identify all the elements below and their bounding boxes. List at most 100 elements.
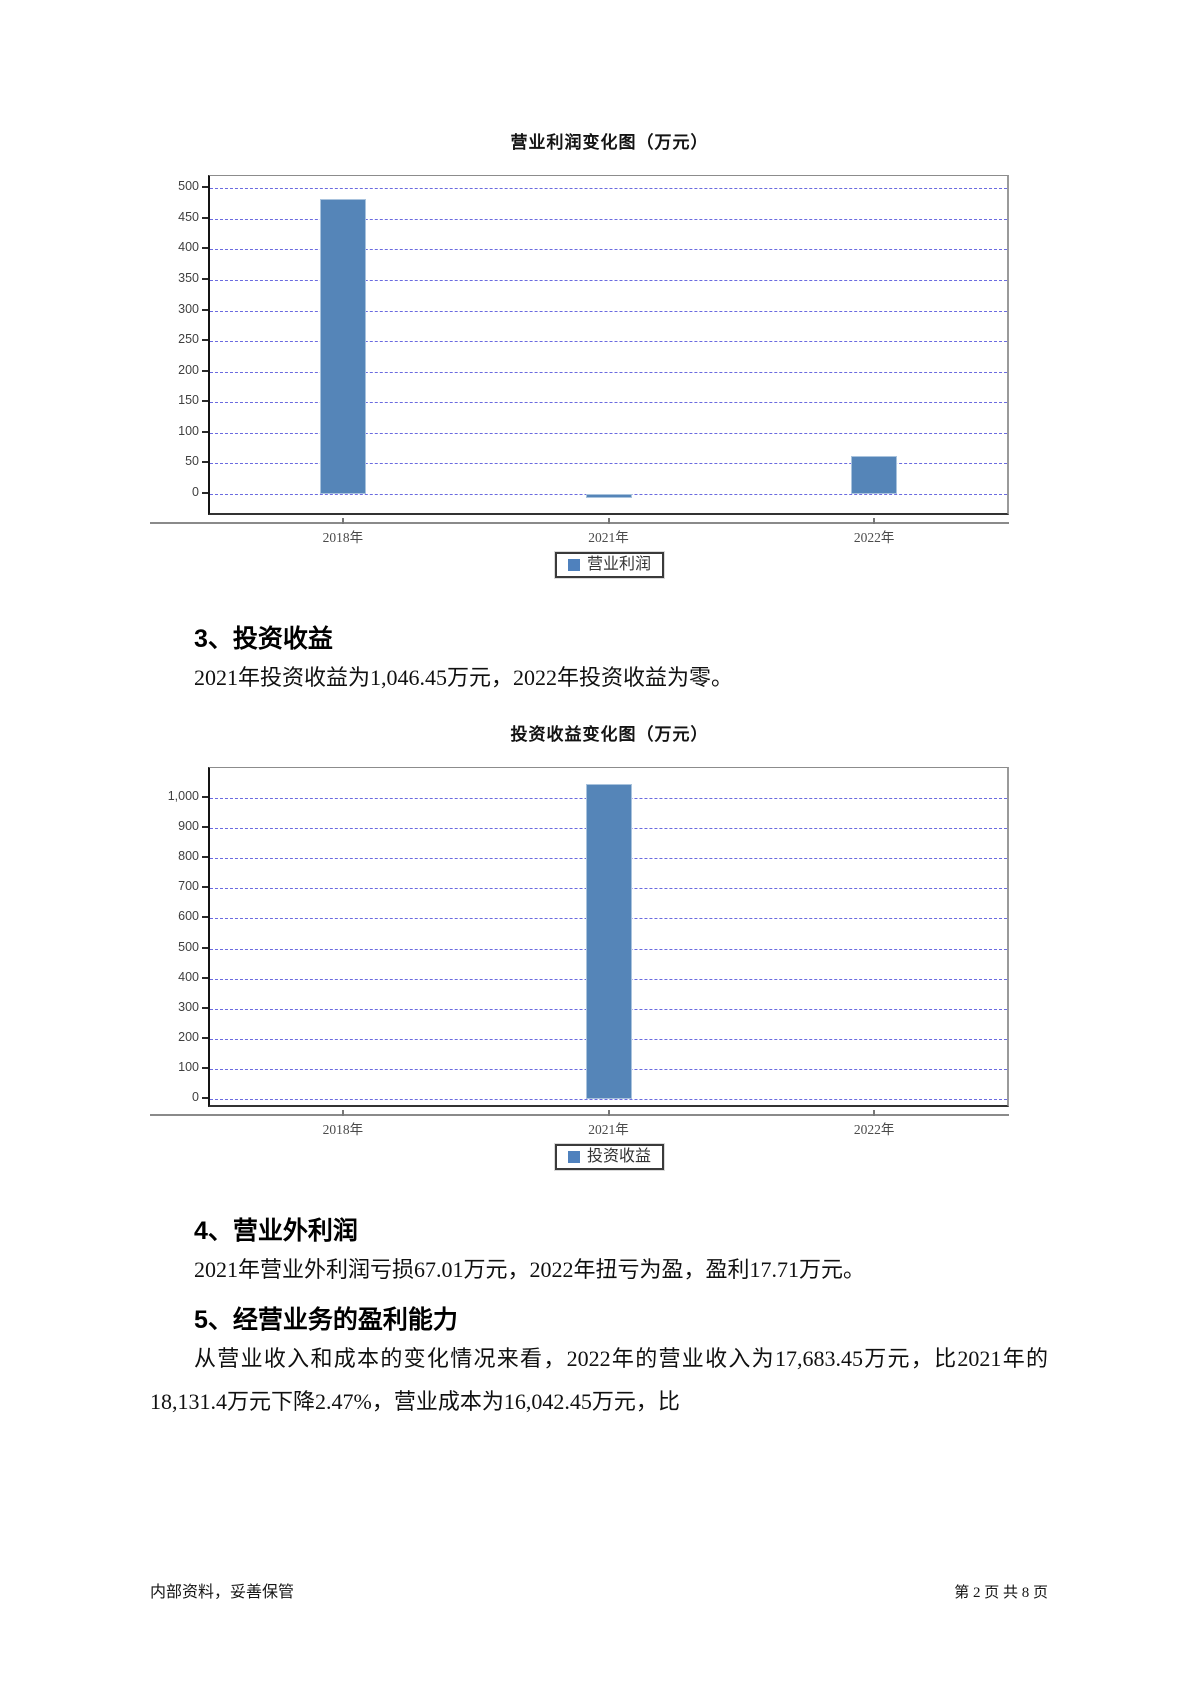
gridline — [210, 432, 1007, 434]
legend-row: 营业利润 — [150, 552, 1009, 578]
bar-2021年 — [585, 784, 632, 1099]
operating-profit-chart: 营业利润变化图（万元） 0 50 100 150 200 250 300 350 400 450 5… — [150, 132, 1009, 578]
y-tick-mark — [202, 369, 208, 372]
y-tick-label: 150 — [178, 393, 199, 408]
x-axis-line — [150, 518, 1009, 524]
y-tick-mark — [202, 826, 208, 829]
plot-row: 0 50 100 150 200 250 300 350 400 450 500 — [150, 175, 1009, 515]
legend-label: 营业利润 — [586, 556, 651, 573]
y-tick-label: 400 — [178, 969, 199, 984]
y-tick-mark — [202, 308, 208, 311]
legend-swatch-icon — [567, 559, 580, 571]
y-tick-label: 500 — [178, 179, 199, 194]
footer-page-number: 第 2 页 共 8 页 — [954, 1585, 1048, 1601]
x-axis-labels: 2018年 2021年 2022年 — [210, 1116, 1009, 1138]
plot-row: 0 100 200 300 400 500 600 700 800 900 1,000 — [150, 767, 1009, 1107]
y-axis: 0 50 100 150 200 250 300 350 400 450 500 — [150, 175, 208, 515]
legend-row: 投资收益 — [150, 1144, 1009, 1170]
section-heading-4: 4、营业外利润 — [194, 1217, 358, 1245]
page-footer: 内部资料，妥善保管 第 2 页 共 8 页 — [150, 1578, 1048, 1602]
y-tick-label: 1,000 — [167, 789, 199, 804]
chart-title: 投资收益变化图（万元） — [510, 725, 709, 744]
x-axis-labels: 2018年 2021年 2022年 — [210, 524, 1009, 546]
y-tick-label: 900 — [178, 819, 199, 834]
y-tick-mark — [202, 1036, 208, 1039]
investment-income-chart: 投资收益变化图（万元） 0 100 200 300 400 500 600 700 800 900… — [150, 724, 1009, 1170]
bar-2018年 — [319, 199, 366, 495]
gridline — [210, 249, 1007, 251]
y-tick-label: 500 — [178, 939, 199, 954]
y-tick-mark — [202, 492, 208, 495]
y-tick-mark — [202, 1096, 208, 1099]
y-tick-mark — [202, 247, 208, 250]
y-tick-mark — [202, 916, 208, 919]
y-tick-label: 800 — [178, 849, 199, 864]
gridline — [210, 310, 1007, 312]
gridline — [210, 402, 1007, 404]
y-tick-label: 400 — [178, 240, 199, 255]
y-tick-mark — [202, 1006, 208, 1009]
bar-2021年 — [585, 494, 632, 499]
y-tick-mark — [202, 216, 208, 219]
bar-2022年 — [851, 456, 898, 495]
y-tick-mark — [202, 186, 208, 189]
y-tick-label: 350 — [178, 270, 199, 285]
y-tick-label: 300 — [178, 301, 199, 316]
gridline — [210, 341, 1007, 343]
gridline — [210, 371, 1007, 373]
section-heading-3: 3、投资收益 — [194, 625, 333, 653]
y-tick-mark — [202, 796, 208, 799]
x-tick-label: 2021年 — [588, 530, 629, 545]
section-paragraph-4: 2021年营业外利润亏损67.01万元，2022年扭亏为盈，盈利17.71万元。 — [194, 1257, 866, 1282]
x-tick-mark — [607, 1110, 610, 1116]
gridline — [210, 463, 1007, 465]
plot-area — [208, 767, 1009, 1107]
x-axis-line — [150, 1110, 1009, 1116]
y-tick-mark — [202, 886, 208, 889]
y-axis: 0 100 200 300 400 500 600 700 800 900 1,000 — [150, 767, 208, 1107]
x-tick-mark — [873, 518, 876, 524]
x-tick-label: 2018年 — [322, 530, 364, 545]
y-tick-mark — [202, 976, 208, 979]
y-tick-label: 250 — [178, 332, 199, 347]
legend-swatch-icon — [567, 1151, 580, 1163]
gridline — [210, 279, 1007, 281]
y-tick-label: 300 — [178, 999, 199, 1014]
y-tick-mark — [202, 461, 208, 464]
x-tick-mark — [873, 1110, 876, 1116]
y-tick-mark — [202, 430, 208, 433]
y-tick-mark — [202, 277, 208, 280]
chart-legend: 营业利润 — [554, 552, 664, 578]
x-tick-label: 2018年 — [322, 1122, 364, 1137]
y-tick-mark — [202, 400, 208, 403]
y-tick-label: 50 — [185, 454, 199, 469]
plot-area — [208, 175, 1009, 515]
section-paragraph-5: 从营业收入和成本的变化情况来看，2022年的营业收入为17,683.45万元，比… — [150, 1346, 1048, 1414]
legend-label: 投资收益 — [586, 1148, 651, 1165]
y-tick-label: 200 — [178, 1029, 199, 1044]
y-tick-mark — [202, 1066, 208, 1069]
y-tick-label: 100 — [178, 1059, 199, 1074]
gridline — [210, 218, 1007, 220]
y-tick-label: 600 — [178, 909, 199, 924]
y-tick-label: 200 — [178, 362, 199, 377]
y-tick-label: 450 — [178, 209, 199, 224]
gridline — [210, 188, 1007, 190]
x-tick-mark — [341, 1110, 344, 1116]
y-tick-mark — [202, 339, 208, 342]
chart-legend: 投资收益 — [554, 1144, 664, 1170]
x-tick-mark — [341, 518, 344, 524]
section-heading-5: 5、经营业务的盈利能力 — [194, 1306, 458, 1334]
x-tick-mark — [607, 518, 610, 524]
section-paragraph-3: 2021年投资收益为1,046.45万元，2022年投资收益为零。 — [194, 665, 734, 690]
y-tick-label: 100 — [178, 423, 199, 438]
x-tick-label: 2021年 — [588, 1122, 629, 1137]
y-tick-mark — [202, 946, 208, 949]
y-tick-mark — [202, 856, 208, 859]
footer-confidential-note: 内部资料，妥善保管 — [150, 1584, 295, 1601]
y-tick-label: 700 — [178, 879, 199, 894]
y-tick-label: 0 — [192, 485, 199, 500]
y-tick-label: 0 — [192, 1089, 199, 1104]
x-tick-label: 2022年 — [853, 1122, 895, 1137]
